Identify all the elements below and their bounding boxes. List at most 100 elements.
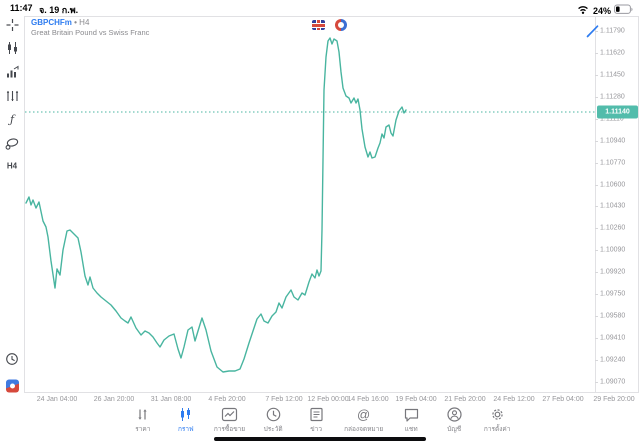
chat-icon xyxy=(403,406,420,423)
symbol-description: Great Britain Pound vs Swiss Franc xyxy=(31,28,150,37)
history-icon xyxy=(265,406,282,423)
y-axis-label: 1.10940 xyxy=(600,137,626,145)
nav-item-history[interactable]: ประวัติ xyxy=(258,406,288,434)
nav-item-label: การซื้อขาย xyxy=(213,426,246,433)
nav-item-trade[interactable]: การซื้อขาย xyxy=(214,406,245,434)
nav-item-label: แชท xyxy=(404,426,418,433)
y-axis-tick-mark xyxy=(595,53,598,54)
y-axis-label: 1.10260 xyxy=(600,224,626,232)
chart-card xyxy=(24,16,639,393)
y-axis-tick-mark xyxy=(595,31,598,32)
nav-item-mailbox[interactable]: @ กล่องจดหมาย xyxy=(344,406,383,434)
x-axis-label: 26 Jan 20:00 xyxy=(93,396,135,403)
x-axis-label: 21 Feb 20:00 xyxy=(444,396,486,403)
nav-item-chart[interactable]: กราฟ xyxy=(171,406,201,434)
nav-item-news[interactable]: ข่าว xyxy=(301,406,331,434)
objects-settings-icon[interactable] xyxy=(0,90,24,103)
price-axis-divider xyxy=(595,16,596,393)
x-axis-label: 4 Feb 20:00 xyxy=(208,396,246,403)
y-axis-label: 1.09240 xyxy=(600,356,626,364)
battery-percent: 24% xyxy=(592,6,611,16)
shapes-icon[interactable] xyxy=(0,138,24,151)
y-axis-label: 1.09750 xyxy=(600,290,626,298)
home-indicator[interactable] xyxy=(214,437,426,441)
functions-icon[interactable]: ƒ xyxy=(9,113,15,126)
y-axis-label: 1.10430 xyxy=(600,202,626,210)
y-axis-tick-mark xyxy=(595,316,598,317)
symbol-separator: • xyxy=(74,18,77,27)
x-axis-label: 24 Feb 12:00 xyxy=(493,396,535,403)
x-axis-label: 7 Feb 12:00 xyxy=(265,396,303,403)
x-axis-label: 27 Feb 04:00 xyxy=(542,396,584,403)
y-axis-label: 1.10600 xyxy=(600,181,626,189)
trading-history-icon[interactable] xyxy=(0,352,24,366)
x-axis-label: 14 Feb 16:00 xyxy=(347,396,389,403)
pencil-edit-icon[interactable] xyxy=(585,23,601,44)
x-axis-label: 12 Feb 00:00 xyxy=(307,396,349,403)
nav-item-label: ข่าว xyxy=(310,426,322,433)
chart-icon xyxy=(177,406,194,423)
y-axis-tick-mark xyxy=(595,119,598,120)
indicators-icon[interactable] xyxy=(0,65,24,79)
y-axis-tick-mark xyxy=(595,163,598,164)
x-axis-label: 24 Jan 04:00 xyxy=(36,396,78,403)
y-axis-tick-mark xyxy=(595,250,598,251)
battery-icon xyxy=(614,2,634,20)
y-axis-label: 1.09410 xyxy=(600,334,626,342)
nav-item-label: บัญชี xyxy=(447,426,462,433)
y-axis-tick-mark xyxy=(595,185,598,186)
y-axis-tick-mark xyxy=(595,75,598,76)
y-axis-tick-mark xyxy=(595,228,598,229)
symbol-name: GBPCHFm xyxy=(31,18,72,27)
status-date: จ. 19 ก.พ. xyxy=(39,5,79,15)
y-axis-tick-mark xyxy=(595,141,598,142)
nav-item-settings[interactable]: การตั้งค่า xyxy=(482,406,512,434)
timeframe-button[interactable]: H4 xyxy=(6,161,18,171)
y-axis-label: 1.11110 xyxy=(600,115,624,123)
y-axis-tick-mark xyxy=(595,382,598,383)
y-axis-label: 1.10770 xyxy=(600,159,626,167)
symbol-timeframe: H4 xyxy=(79,18,90,27)
y-axis-label: 1.11620 xyxy=(600,49,625,57)
trade-icon xyxy=(221,406,238,423)
y-axis-label: 1.09580 xyxy=(600,312,626,320)
y-axis-tick-mark xyxy=(595,338,598,339)
metaquotes-logo-icon[interactable] xyxy=(0,379,24,393)
nav-item-label: ประวัติ xyxy=(263,426,283,433)
nav-item-chat[interactable]: แชท xyxy=(396,406,426,434)
mailbox-icon: @ xyxy=(357,407,371,422)
symbol-title[interactable]: GBPCHFm • H4 xyxy=(31,18,89,27)
news-icon xyxy=(308,406,325,423)
y-axis-tick-mark xyxy=(595,360,598,361)
bottom-nav: ราคา กราฟ การซื้อขาย ประวัติ ข่าว @ กล่องจดหมา… xyxy=(0,406,640,434)
current-price-badge: 1.11140 xyxy=(597,105,638,119)
nav-item-label: กล่องจดหมาย xyxy=(344,426,384,433)
settings-icon xyxy=(489,406,506,423)
y-axis-label: 1.09070 xyxy=(600,378,626,386)
x-axis-label: 31 Jan 08:00 xyxy=(150,396,192,403)
y-axis-tick-mark xyxy=(595,97,598,98)
y-axis-label: 1.11790 xyxy=(600,27,625,35)
nav-item-account[interactable]: บัญชี xyxy=(439,406,469,434)
wifi-icon xyxy=(576,2,590,20)
status-time: 11:47 xyxy=(10,3,33,13)
y-axis-label: 1.10090 xyxy=(600,246,626,254)
y-axis-tick-mark xyxy=(595,294,598,295)
x-axis-label: 29 Feb 20:00 xyxy=(593,396,635,403)
crosshair-icon[interactable] xyxy=(0,19,24,32)
nav-item-label: กราฟ xyxy=(177,426,194,433)
quotes-icon xyxy=(134,406,151,423)
y-axis-label: 1.09920 xyxy=(600,268,626,276)
chf-flag-icon xyxy=(335,19,347,31)
gbp-flag-icon xyxy=(312,20,325,30)
chart-style-candles-icon[interactable] xyxy=(0,42,24,55)
y-axis-label: 1.11280 xyxy=(600,93,625,101)
nav-item-quotes[interactable]: ราคา xyxy=(128,406,158,434)
y-axis-label: 1.11450 xyxy=(600,71,625,79)
x-axis-label: 19 Feb 04:00 xyxy=(395,396,437,403)
y-axis-tick-mark xyxy=(595,272,598,273)
account-icon xyxy=(446,406,463,423)
status-bar: 11:47 จ. 19 ก.พ. 24% xyxy=(0,0,640,16)
y-axis-tick-mark xyxy=(595,206,598,207)
